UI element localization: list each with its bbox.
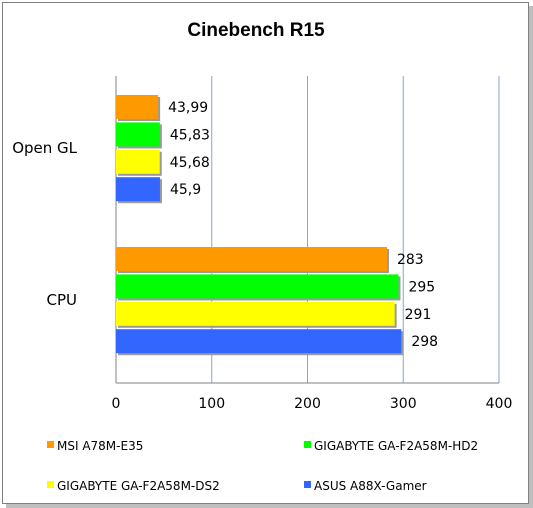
bar-cpu-gigabyte-ga-f2a58m-hd2 — [116, 274, 399, 299]
data-label-cpu-asus-a88x-gamer: 298 — [411, 334, 438, 350]
bar-cpu-msi-a78m-e35 — [116, 247, 387, 271]
legend-swatch-msi-a78m-e35 — [47, 441, 54, 448]
data-label-open-gl-gigabyte-ga-f2a58m-ds2: 45,68 — [170, 155, 210, 171]
x-tick-label-400: 400 — [486, 396, 513, 412]
x-tick-label-200: 200 — [294, 396, 321, 412]
data-label-cpu-gigabyte-ga-f2a58m-hd2: 295 — [408, 279, 435, 295]
x-tick-label-0: 0 — [112, 396, 121, 412]
bar-open-gl-gigabyte-ga-f2a58m-ds2 — [116, 149, 160, 174]
category-label-open-gl: Open GL — [12, 139, 77, 157]
data-label-open-gl-gigabyte-ga-f2a58m-hd2: 45,83 — [170, 127, 210, 143]
bar-open-gl-asus-a88x-gamer — [116, 177, 160, 202]
legend-swatch-gigabyte-ga-f2a58m-hd2 — [304, 441, 311, 448]
bar-cpu-asus-a88x-gamer — [116, 329, 402, 354]
data-label-cpu-gigabyte-ga-f2a58m-ds2: 291 — [405, 307, 432, 323]
data-label-cpu-msi-a78m-e35: 283 — [397, 252, 424, 268]
legend-label-gigabyte-ga-f2a58m-ds2: GIGABYTE GA-F2A58M-DS2 — [57, 479, 220, 493]
plot-area: 0 100 200 300 400 43,99 45,83 45,68 45,9 Open GL 2… — [12, 76, 512, 412]
x-tick-label-300: 300 — [390, 396, 417, 412]
legend-swatch-gigabyte-ga-f2a58m-ds2 — [47, 481, 54, 488]
chart-title: Cinebench R15 — [187, 20, 325, 41]
data-label-open-gl-asus-a88x-gamer: 45,9 — [170, 182, 201, 198]
legend-label-asus-a88x-gamer: ASUS A88X-Gamer — [314, 479, 427, 493]
category-label-cpu: CPU — [47, 291, 78, 309]
legend-label-gigabyte-ga-f2a58m-hd2: GIGABYTE GA-F2A58M-HD2 — [314, 439, 478, 453]
data-label-open-gl-msi-a78m-e35: 43,99 — [168, 100, 208, 116]
x-tick-label-100: 100 — [198, 396, 225, 412]
bar-open-gl-msi-a78m-e35 — [116, 95, 159, 119]
legend-label-msi-a78m-e35: MSI A78M-E35 — [57, 439, 143, 453]
legend-swatch-asus-a88x-gamer — [304, 481, 311, 488]
bar-cpu-gigabyte-ga-f2a58m-ds2 — [116, 301, 395, 326]
legend: MSI A78M-E35 GIGABYTE GA-F2A58M-HD2 GIGABY… — [47, 439, 478, 493]
bar-open-gl-gigabyte-ga-f2a58m-hd2 — [116, 122, 160, 147]
